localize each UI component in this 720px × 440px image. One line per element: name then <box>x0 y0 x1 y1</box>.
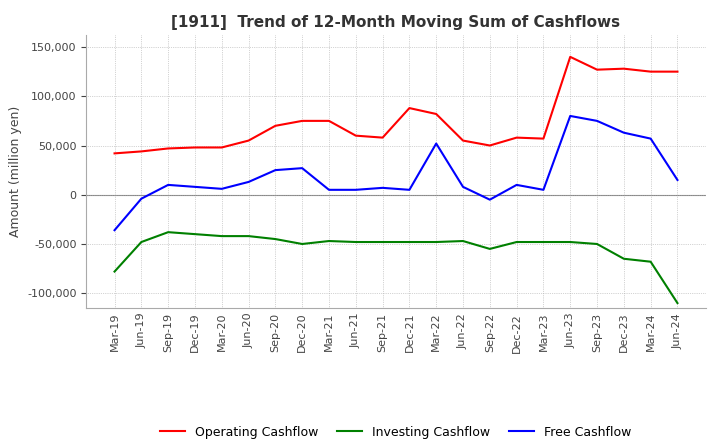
Investing Cashflow <box>566 239 575 245</box>
Investing Cashflow <box>164 230 173 235</box>
Free Cashflow <box>513 182 521 187</box>
Free Cashflow <box>405 187 414 192</box>
Free Cashflow <box>673 177 682 183</box>
Free Cashflow <box>191 184 199 190</box>
Operating Cashflow <box>217 145 226 150</box>
Operating Cashflow <box>647 69 655 74</box>
Free Cashflow <box>432 141 441 146</box>
Line: Investing Cashflow: Investing Cashflow <box>114 232 678 303</box>
Operating Cashflow <box>432 111 441 117</box>
Operating Cashflow <box>298 118 307 124</box>
Investing Cashflow <box>673 301 682 306</box>
Free Cashflow <box>217 186 226 191</box>
Operating Cashflow <box>137 149 145 154</box>
Y-axis label: Amount (million yen): Amount (million yen) <box>9 106 22 237</box>
Operating Cashflow <box>378 135 387 140</box>
Operating Cashflow <box>405 106 414 111</box>
Free Cashflow <box>351 187 360 192</box>
Operating Cashflow <box>325 118 333 124</box>
Title: [1911]  Trend of 12-Month Moving Sum of Cashflows: [1911] Trend of 12-Month Moving Sum of C… <box>171 15 621 30</box>
Investing Cashflow <box>593 242 601 247</box>
Operating Cashflow <box>271 123 279 128</box>
Free Cashflow <box>593 118 601 124</box>
Investing Cashflow <box>539 239 548 245</box>
Investing Cashflow <box>298 242 307 247</box>
Investing Cashflow <box>619 256 628 261</box>
Free Cashflow <box>244 180 253 185</box>
Free Cashflow <box>298 165 307 171</box>
Operating Cashflow <box>593 67 601 72</box>
Operating Cashflow <box>191 145 199 150</box>
Operating Cashflow <box>673 69 682 74</box>
Free Cashflow <box>539 187 548 192</box>
Investing Cashflow <box>271 236 279 242</box>
Investing Cashflow <box>244 234 253 239</box>
Free Cashflow <box>485 197 494 202</box>
Operating Cashflow <box>566 54 575 59</box>
Operating Cashflow <box>244 138 253 143</box>
Free Cashflow <box>378 185 387 191</box>
Line: Operating Cashflow: Operating Cashflow <box>114 57 678 154</box>
Free Cashflow <box>271 168 279 173</box>
Operating Cashflow <box>539 136 548 141</box>
Investing Cashflow <box>351 239 360 245</box>
Free Cashflow <box>164 182 173 187</box>
Free Cashflow <box>619 130 628 136</box>
Investing Cashflow <box>217 234 226 239</box>
Free Cashflow <box>647 136 655 141</box>
Free Cashflow <box>137 196 145 202</box>
Line: Free Cashflow: Free Cashflow <box>114 116 678 230</box>
Free Cashflow <box>459 184 467 190</box>
Investing Cashflow <box>378 239 387 245</box>
Free Cashflow <box>110 227 119 233</box>
Operating Cashflow <box>351 133 360 138</box>
Operating Cashflow <box>459 138 467 143</box>
Investing Cashflow <box>485 246 494 252</box>
Investing Cashflow <box>191 231 199 237</box>
Investing Cashflow <box>647 259 655 264</box>
Investing Cashflow <box>137 239 145 245</box>
Free Cashflow <box>566 114 575 119</box>
Investing Cashflow <box>405 239 414 245</box>
Investing Cashflow <box>110 269 119 274</box>
Operating Cashflow <box>110 151 119 156</box>
Operating Cashflow <box>513 135 521 140</box>
Operating Cashflow <box>485 143 494 148</box>
Investing Cashflow <box>432 239 441 245</box>
Investing Cashflow <box>325 238 333 244</box>
Legend: Operating Cashflow, Investing Cashflow, Free Cashflow: Operating Cashflow, Investing Cashflow, … <box>156 421 636 440</box>
Operating Cashflow <box>619 66 628 71</box>
Investing Cashflow <box>513 239 521 245</box>
Investing Cashflow <box>459 238 467 244</box>
Operating Cashflow <box>164 146 173 151</box>
Free Cashflow <box>325 187 333 192</box>
